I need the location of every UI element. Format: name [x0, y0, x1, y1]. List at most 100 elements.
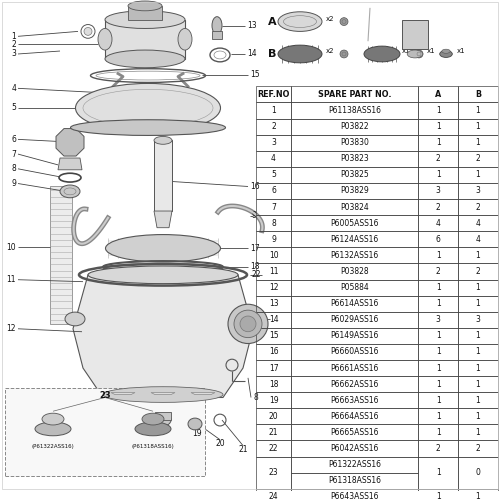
Ellipse shape	[234, 310, 262, 338]
Text: P61322ASS16: P61322ASS16	[328, 460, 381, 469]
Bar	[418, 264, 458, 280]
Text: 17: 17	[268, 364, 278, 372]
Text: P03828: P03828	[340, 267, 369, 276]
Bar	[458, 424, 498, 440]
Text: 18: 18	[269, 380, 278, 388]
Bar	[458, 102, 498, 118]
Ellipse shape	[135, 422, 171, 436]
Bar	[50, 186, 72, 324]
Ellipse shape	[228, 304, 268, 344]
Ellipse shape	[76, 84, 221, 132]
Text: x1: x1	[456, 48, 466, 54]
Text: 1: 1	[436, 396, 440, 404]
Ellipse shape	[60, 185, 80, 198]
Text: 24: 24	[252, 314, 262, 324]
Polygon shape	[154, 211, 172, 228]
Text: 20: 20	[268, 412, 278, 421]
Text: 2: 2	[476, 154, 480, 164]
Bar	[418, 86, 458, 102]
Ellipse shape	[440, 50, 452, 58]
Text: P05884: P05884	[340, 283, 369, 292]
Ellipse shape	[65, 312, 85, 326]
Text: 4: 4	[11, 84, 16, 93]
Bar	[256, 344, 291, 360]
Text: P03829: P03829	[340, 186, 369, 196]
Bar	[291, 215, 418, 231]
Text: 1: 1	[436, 283, 440, 292]
Text: 10: 10	[6, 243, 16, 252]
Ellipse shape	[105, 50, 185, 68]
Bar	[418, 102, 458, 118]
Text: 1: 1	[436, 332, 440, 340]
Bar	[256, 376, 291, 392]
Text: 12: 12	[6, 324, 16, 334]
Polygon shape	[151, 392, 175, 394]
Text: 19: 19	[192, 430, 202, 438]
Bar	[402, 20, 428, 49]
Bar	[291, 328, 418, 344]
Ellipse shape	[106, 234, 220, 262]
Text: x2: x2	[326, 16, 334, 22]
Text: P03824: P03824	[340, 202, 369, 211]
Text: 4: 4	[476, 235, 480, 244]
Bar	[256, 167, 291, 183]
Bar	[458, 456, 498, 489]
Bar	[291, 296, 418, 312]
Ellipse shape	[442, 49, 450, 54]
Ellipse shape	[88, 266, 238, 283]
Text: x1: x1	[426, 48, 436, 54]
Bar	[256, 86, 291, 102]
Bar	[458, 312, 498, 328]
Text: 3: 3	[476, 186, 480, 196]
Bar	[418, 312, 458, 328]
Ellipse shape	[35, 422, 71, 436]
Text: 2: 2	[436, 202, 440, 211]
Text: 24: 24	[268, 492, 278, 500]
Text: P6664ASS16: P6664ASS16	[330, 412, 379, 421]
Bar	[291, 408, 418, 424]
Text: x1: x1	[402, 48, 410, 54]
Text: 1: 1	[436, 299, 440, 308]
Text: 8: 8	[11, 164, 16, 173]
Ellipse shape	[240, 316, 256, 332]
Bar	[291, 280, 418, 295]
Bar	[256, 296, 291, 312]
Bar	[291, 248, 418, 264]
Text: 7: 7	[11, 150, 16, 158]
Bar	[458, 151, 498, 167]
Text: 1: 1	[476, 106, 480, 115]
Bar	[418, 360, 458, 376]
Bar	[256, 151, 291, 167]
Text: P6662ASS16: P6662ASS16	[330, 380, 379, 388]
Bar	[418, 280, 458, 295]
Ellipse shape	[84, 28, 92, 36]
Text: 1: 1	[476, 396, 480, 404]
Text: 1: 1	[436, 492, 440, 500]
Ellipse shape	[70, 120, 226, 136]
Bar	[291, 440, 418, 456]
Text: P6643ASS16: P6643ASS16	[330, 492, 379, 500]
Bar	[256, 215, 291, 231]
Text: 3: 3	[436, 186, 440, 196]
Text: 2: 2	[436, 267, 440, 276]
Text: 6: 6	[11, 135, 16, 144]
Bar	[291, 264, 418, 280]
Text: P6042ASS16: P6042ASS16	[330, 444, 379, 453]
Ellipse shape	[128, 1, 162, 11]
Text: 1: 1	[476, 348, 480, 356]
Text: 3: 3	[476, 316, 480, 324]
Text: A: A	[435, 90, 441, 99]
Text: P61318ASS16: P61318ASS16	[328, 476, 381, 485]
Text: 19: 19	[268, 396, 278, 404]
Text: 9: 9	[11, 179, 16, 188]
Bar	[291, 312, 418, 328]
Text: 10: 10	[268, 251, 278, 260]
Text: 20: 20	[215, 439, 225, 448]
Text: P6614ASS16: P6614ASS16	[330, 299, 379, 308]
Text: 6: 6	[436, 235, 440, 244]
Bar	[256, 118, 291, 134]
Text: 1: 1	[476, 283, 480, 292]
Text: 1: 1	[476, 299, 480, 308]
Bar	[418, 376, 458, 392]
Text: 15: 15	[250, 70, 260, 79]
